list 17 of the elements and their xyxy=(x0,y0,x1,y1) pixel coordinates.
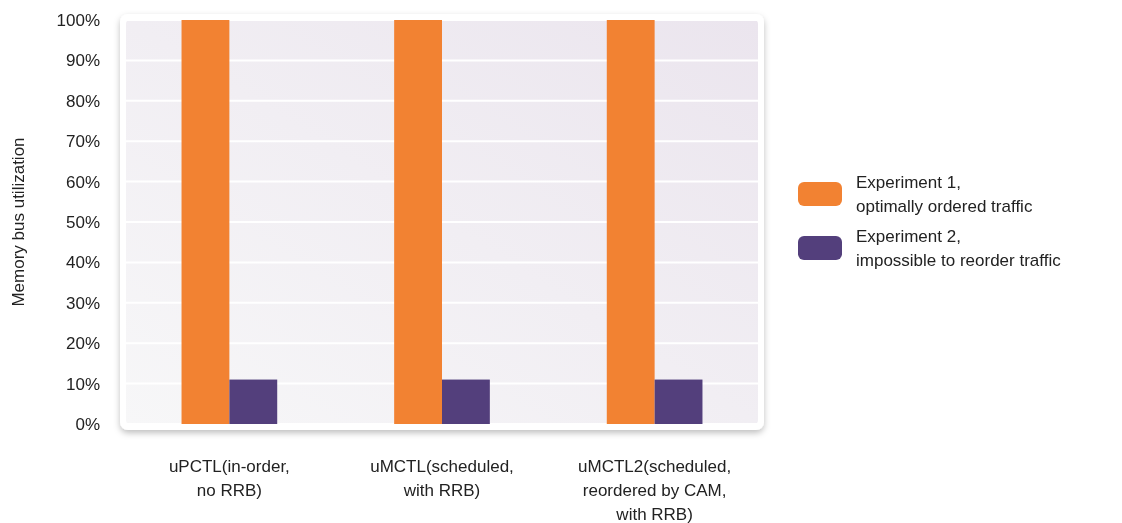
legend-label: Experiment 2, impossible to reorder traffic xyxy=(856,227,1062,270)
y-tick-label: 40% xyxy=(65,253,100,273)
y-tick-label: 70% xyxy=(65,132,100,152)
y-tick-label: 30% xyxy=(65,293,100,313)
y-tick-label: 0% xyxy=(75,414,100,434)
y-tick-label: 10% xyxy=(65,374,100,394)
y-tick-label: 50% xyxy=(65,212,100,232)
x-tick-label: uMCTL(scheduled, with RRB) xyxy=(370,457,514,500)
legend-label: Experiment 1, optimally ordered traffic xyxy=(856,173,1033,216)
y-axis-title: Memory bus utilization xyxy=(9,137,28,307)
x-tick-label: uPCTL(in-order, no RRB) xyxy=(168,457,290,500)
y-tick-label: 80% xyxy=(65,91,100,111)
y-tick-label: 60% xyxy=(65,172,100,192)
y-tick-label: 90% xyxy=(65,51,100,71)
y-tick-label: 20% xyxy=(65,334,100,354)
x-tick-label: uMCTL2(scheduled, reordered by CAM, with RRB) xyxy=(578,457,732,523)
y-tick-label: 100% xyxy=(56,10,100,30)
